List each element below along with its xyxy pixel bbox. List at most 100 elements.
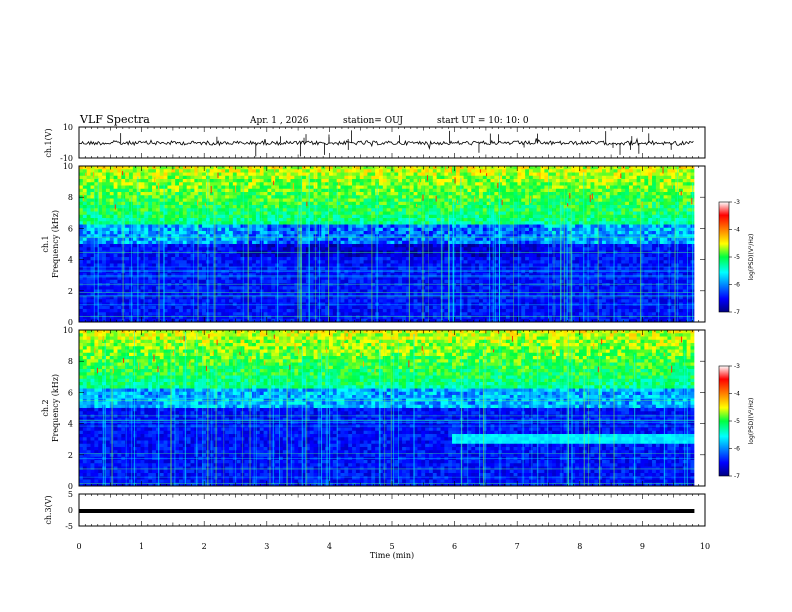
spectrogram-cell xyxy=(355,318,361,323)
spectrogram-cell xyxy=(371,195,376,199)
spectrogram-cell xyxy=(294,175,299,180)
spectrogram-cell xyxy=(198,240,203,245)
spectrogram-cell xyxy=(255,318,261,323)
spectrogram-cell xyxy=(378,296,384,300)
spectrogram-cell xyxy=(267,283,272,287)
spectrogram-cell xyxy=(402,299,407,303)
spectrogram-cell xyxy=(332,273,338,277)
spectrogram-cell xyxy=(94,208,99,212)
spectrogram-cell xyxy=(152,244,157,248)
spectrogram-cell xyxy=(363,237,368,242)
spectrogram-cell xyxy=(167,315,172,320)
spectrogram-cell xyxy=(417,214,422,219)
spectrogram-cell xyxy=(305,247,311,251)
spectrogram-cell xyxy=(144,276,149,281)
spectrogram-cell xyxy=(202,175,207,180)
spectrogram-cell xyxy=(144,227,149,232)
spectrogram-cell xyxy=(352,263,357,268)
spectrogram-cell xyxy=(129,309,134,313)
spectrogram-cell xyxy=(340,273,345,277)
spectrogram-cell xyxy=(252,175,257,180)
spectrogram-cell xyxy=(402,263,407,268)
spectrogram-cell xyxy=(448,263,453,268)
spectrogram-cell xyxy=(321,244,326,248)
spectrogram-cell xyxy=(240,182,245,186)
spectrogram-cell xyxy=(413,276,418,281)
spectrogram-cell xyxy=(90,312,95,316)
spectrogram-cell xyxy=(186,192,191,196)
spectrogram-cell xyxy=(417,237,422,242)
spectrogram-cell xyxy=(436,263,441,268)
spectrogram-cell xyxy=(209,299,215,303)
spectrogram-cell xyxy=(455,172,461,177)
spectrogram-cell xyxy=(144,214,149,219)
spectrogram-cell xyxy=(371,279,376,284)
spectrogram-cell xyxy=(352,266,357,271)
spectrogram-cell xyxy=(378,260,384,264)
spectrogram-cell xyxy=(440,263,445,268)
spectrogram-cell xyxy=(117,318,122,323)
spectrogram-cell xyxy=(190,309,195,313)
spectrogram-cell xyxy=(175,257,180,261)
spectrogram-cell xyxy=(282,188,288,193)
spectrogram-cell xyxy=(117,309,122,313)
spectrogram-cell xyxy=(386,166,391,170)
spectrogram-cell xyxy=(182,166,188,170)
spectrogram-cell xyxy=(352,208,357,212)
spectrogram-cell xyxy=(225,299,230,303)
spectrogram-cell xyxy=(225,224,230,229)
spectrogram-cell xyxy=(186,211,191,216)
spectrogram-cell xyxy=(190,227,195,232)
spectrogram-cell xyxy=(382,266,388,271)
spectrogram-cell xyxy=(248,208,253,212)
spectrogram-cell xyxy=(221,309,226,313)
spectrogram-cell xyxy=(402,175,407,180)
spectrogram-cell xyxy=(394,195,399,199)
spectrogram-cell xyxy=(102,192,107,196)
spectrogram-cell xyxy=(390,292,395,297)
spectrogram-cell xyxy=(452,182,457,186)
spectrogram-cell xyxy=(217,195,222,199)
spectrogram-cell xyxy=(175,182,180,186)
spectrogram-cell xyxy=(455,237,461,242)
spectrogram-cell xyxy=(359,279,365,284)
spectrogram-cell xyxy=(402,240,407,245)
spectrogram-cell xyxy=(186,231,191,235)
spectrogram-cell xyxy=(409,244,414,248)
spectrogram-cell xyxy=(436,205,441,209)
spectrogram-cell xyxy=(140,208,145,212)
spectrogram-cell xyxy=(140,299,145,303)
spectrogram-cell xyxy=(217,286,222,290)
spectrogram-cell xyxy=(340,195,345,199)
spectrogram-cell xyxy=(371,218,376,222)
spectrogram-cell xyxy=(294,292,299,297)
spectrogram-cell xyxy=(129,263,134,268)
spectrogram-cell xyxy=(425,221,430,225)
spectrogram-cell xyxy=(321,192,326,196)
spectrogram-cell xyxy=(282,205,288,209)
spectrogram-cell xyxy=(179,289,184,294)
spectrogram-cell xyxy=(79,234,84,238)
spectrogram-cell xyxy=(194,263,199,268)
spectrogram-cell xyxy=(236,292,241,297)
spectrogram-cell xyxy=(302,218,307,222)
spectrogram-cell xyxy=(94,172,99,177)
spectrogram-cell xyxy=(255,208,261,212)
spectrogram-cell xyxy=(382,234,388,238)
spectrogram-cell xyxy=(352,276,357,281)
spectrogram-cell xyxy=(428,273,434,277)
spectrogram-cell xyxy=(444,195,449,199)
spectrogram-cell xyxy=(209,227,215,232)
spectrogram-cell xyxy=(228,318,234,323)
spectrogram-cell xyxy=(263,224,268,229)
spectrogram-cell xyxy=(179,283,184,287)
spectrogram-cell xyxy=(309,198,315,203)
spectrogram-cell xyxy=(440,172,445,177)
spectrogram-cell xyxy=(136,166,141,170)
spectrogram-cell xyxy=(144,166,149,170)
spectrogram-cell xyxy=(309,299,315,303)
spectrogram-cell xyxy=(278,211,284,216)
spectrogram-cell xyxy=(448,172,453,177)
spectrogram-cell xyxy=(213,182,218,186)
spectrogram-cell xyxy=(125,283,130,287)
